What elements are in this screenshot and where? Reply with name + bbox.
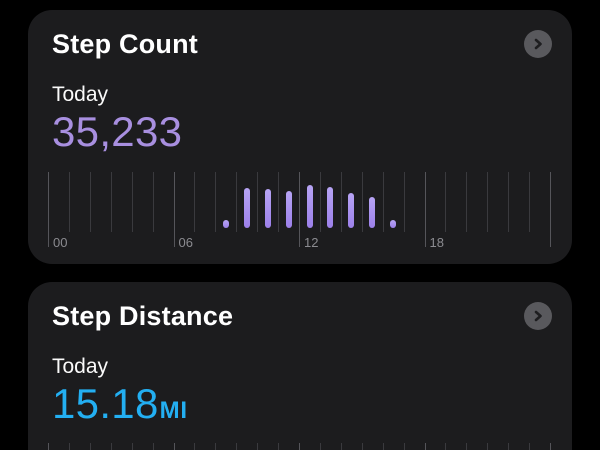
x-axis-tick-label: 00 <box>53 235 68 250</box>
hour-gridline <box>215 172 217 232</box>
hour-gridline <box>131 443 133 450</box>
hour-gridline <box>466 172 468 232</box>
x-axis-tick-label: 18 <box>429 235 445 250</box>
step-count-value: 35,233 <box>52 108 183 155</box>
hour-gridline-major <box>424 172 426 247</box>
hour-gridline <box>340 443 342 450</box>
x-axis-tick-label: 06 <box>178 235 193 250</box>
hour-gridline <box>152 443 154 450</box>
hour-gridline <box>278 172 280 232</box>
hour-gridline <box>68 172 70 232</box>
hour-gridline <box>319 172 321 232</box>
bar-hour-8 <box>222 220 229 228</box>
bar-hour-9 <box>243 188 250 228</box>
hour-gridline <box>508 172 510 232</box>
hour-gridline <box>529 172 531 232</box>
hour-gridline <box>215 443 217 450</box>
hour-gridline-major <box>48 443 49 450</box>
hour-gridline <box>466 443 468 450</box>
step-distance-value: 15.18 <box>52 380 159 427</box>
hour-gridline <box>319 443 321 450</box>
hour-gridline <box>110 443 112 450</box>
hour-gridline <box>403 443 405 450</box>
hour-gridline <box>257 443 259 450</box>
hour-gridline <box>403 172 405 232</box>
step-distance-unit: MI <box>159 397 188 424</box>
bar-hour-10 <box>264 189 271 228</box>
step-distance-card-header: Step Distance <box>28 282 572 332</box>
hour-gridline <box>257 172 259 232</box>
bar-hour-16 <box>390 220 397 228</box>
step-distance-title: Step Distance <box>52 301 234 331</box>
step-count-card[interactable]: Step Count Today 35,233 00 06 12 18 <box>28 10 572 264</box>
bar-hour-12 <box>306 185 313 228</box>
hour-gridline <box>278 443 280 450</box>
hour-gridline <box>236 172 238 232</box>
hour-gridline-major <box>550 172 552 247</box>
bar-hour-14 <box>348 193 355 228</box>
bar-hour-11 <box>285 191 292 228</box>
hour-gridline <box>508 443 510 450</box>
step-count-card-header: Step Count <box>28 10 572 60</box>
bar-hour-13 <box>327 187 334 228</box>
hour-gridline <box>529 443 531 450</box>
hour-gridline <box>487 443 489 450</box>
hour-gridline <box>89 443 91 450</box>
hour-gridline <box>382 172 384 232</box>
bar-hour-15 <box>369 197 376 228</box>
hour-gridline <box>194 172 196 232</box>
hour-gridline-major <box>550 443 552 450</box>
hour-gridline-major <box>48 172 49 247</box>
hour-gridline <box>110 172 112 232</box>
step-count-title: Step Count <box>52 29 198 59</box>
step-distance-period-label: Today <box>52 355 109 378</box>
hour-gridline <box>68 443 70 450</box>
hour-gridline <box>382 443 384 450</box>
hour-gridline <box>445 172 447 232</box>
x-axis-tick-label: 12 <box>304 235 319 250</box>
hour-gridline <box>131 172 133 232</box>
step-count-period-label: Today <box>52 83 109 106</box>
step-distance-detail-button[interactable] <box>524 302 552 330</box>
hour-gridline <box>487 172 489 232</box>
hour-gridline <box>152 172 154 232</box>
hour-gridline-major <box>173 172 175 247</box>
step-count-hourly-chart: 00 06 12 18 <box>28 172 572 264</box>
hour-gridline <box>361 443 363 450</box>
step-count-detail-button[interactable] <box>524 30 552 58</box>
hour-gridline <box>194 443 196 450</box>
hour-gridline-major <box>173 443 175 450</box>
step-distance-value-row: 15.18 MI <box>52 382 572 426</box>
chevron-right-icon <box>531 309 545 323</box>
hour-gridline-major <box>299 172 301 247</box>
hour-gridline <box>89 172 91 232</box>
hour-gridline <box>340 172 342 232</box>
hour-gridline <box>361 172 363 232</box>
hour-gridline <box>445 443 447 450</box>
step-count-value-row: 35,233 <box>52 110 572 154</box>
hour-gridline-major <box>424 443 426 450</box>
chevron-right-icon <box>531 37 545 51</box>
hour-gridline-major <box>299 443 301 450</box>
hour-gridline <box>236 443 238 450</box>
